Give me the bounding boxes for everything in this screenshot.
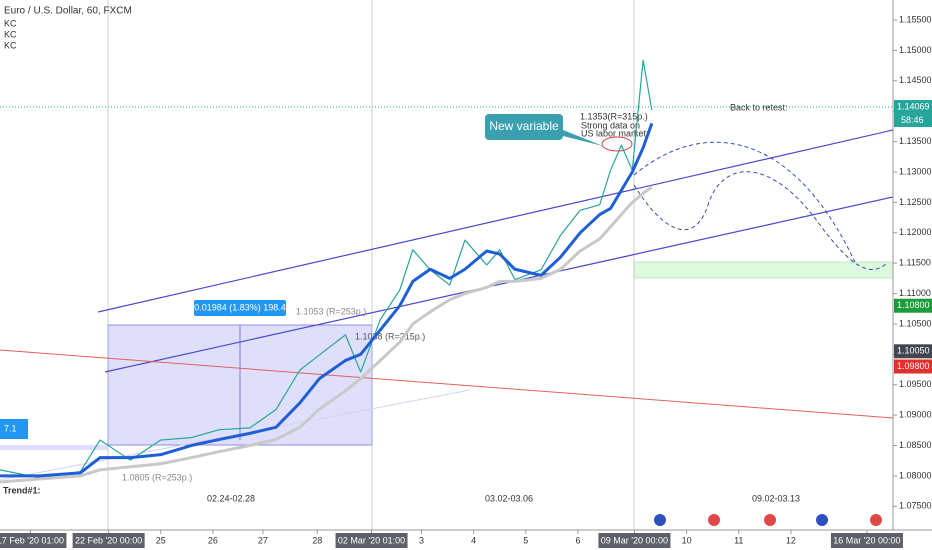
x-tick-label: 10 <box>682 535 692 545</box>
annotation: 1.0805 (R=253p.) <box>122 472 192 482</box>
countdown: 58:46 <box>901 115 924 125</box>
x-tick-label: 28 <box>312 535 322 545</box>
price-label: 1.10050 <box>897 346 930 356</box>
annotation: 1.1053 (R=253p.) <box>296 306 366 316</box>
annotation: Back to retest: <box>730 102 788 112</box>
indicator-label: KC <box>4 40 17 50</box>
event-icon <box>764 514 776 526</box>
indicator-label: KC <box>4 29 17 39</box>
annotation: 02.24-02.28 <box>207 493 255 503</box>
x-tick-label: 17 Feb '20 01:00 <box>0 535 64 545</box>
price-label-bg <box>894 100 932 115</box>
measure-tag-bg <box>0 419 28 439</box>
callout-text: New variable <box>489 119 559 133</box>
price-label: 1.14069 <box>897 101 930 111</box>
plot: New variable 1.1353(R=315p.) Strong data… <box>0 0 894 530</box>
annotation: 09.02-03.13 <box>752 493 800 503</box>
callout-pointer <box>563 130 603 146</box>
y-tick-label: 1.13000 <box>899 166 932 176</box>
event-icon <box>870 514 882 526</box>
annotation: 1.1353(R=315p.) <box>580 111 648 121</box>
price-label-bg <box>894 344 932 359</box>
measure-tag: 7.1 <box>4 423 17 433</box>
annotation: 03.02-03.06 <box>485 493 533 503</box>
target-zone <box>633 261 894 279</box>
x-tick-label: 16 Mar '20 00:00 <box>833 535 900 545</box>
x-tick-label: 27 <box>258 535 268 545</box>
price-axis-bg <box>893 0 932 550</box>
indicator-label: KC <box>4 18 17 28</box>
x-tick-label-bg <box>0 533 67 548</box>
series-line <box>0 122 654 478</box>
x-tick-label: 25 <box>156 535 166 545</box>
x-tick-label-bg <box>598 533 671 548</box>
x-tick-label-bg <box>335 533 408 548</box>
annotation: US labor market: <box>581 128 649 138</box>
highlight-circle <box>601 136 633 152</box>
price-label-bg <box>894 359 932 374</box>
y-tick-label: 1.12500 <box>899 197 932 207</box>
x-tick-label: 5 <box>523 535 528 545</box>
y-tick-label: 1.13500 <box>899 136 932 146</box>
y-tick-label: 1.15000 <box>899 45 932 55</box>
y-tick-label: 1.11500 <box>899 258 931 268</box>
event-icon <box>708 514 720 526</box>
projection-path <box>633 171 889 271</box>
price-label: 1.10800 <box>897 300 930 310</box>
x-tick-label: 11 <box>734 535 743 545</box>
channel-upper <box>97 129 894 313</box>
chart-title: Euro / U.S. Dollar, 60, FXCM <box>4 6 132 17</box>
y-tick-label: 1.09000 <box>899 410 932 420</box>
series-line <box>0 59 653 479</box>
y-tick-label: 1.10500 <box>899 318 932 328</box>
measure-label: 0.01984 (1.83%) 198.4 <box>194 302 286 312</box>
y-tick-label: 1.07500 <box>899 501 932 511</box>
x-tick-label: 22 Feb '20 00:00 <box>75 535 142 545</box>
trend-line <box>0 349 894 419</box>
series-line <box>0 185 653 484</box>
x-tick-label: 4 <box>471 535 476 545</box>
x-tick-label: 02 Mar '20 01:00 <box>338 535 405 545</box>
price-label-bg <box>894 298 932 313</box>
y-tick-label: 1.08500 <box>899 440 932 450</box>
y-tick-label: 1.11000 <box>899 288 931 298</box>
x-tick-label: 12 <box>786 535 796 545</box>
countdown-bg <box>894 114 932 128</box>
x-tick-label: 3 <box>419 535 424 545</box>
x-tick-label: 09 Mar '20 00:00 <box>601 535 668 545</box>
measure-label-bg <box>194 300 286 316</box>
annotation: Trend#1: <box>3 485 41 495</box>
x-tick-label-bg <box>830 533 903 548</box>
channel-lower <box>104 196 894 373</box>
x-tick-label-bg <box>72 533 145 548</box>
projection-path <box>633 141 856 263</box>
y-tick-label: 1.14500 <box>899 75 932 85</box>
price-label: 1.09800 <box>897 361 930 371</box>
event-icon <box>816 514 828 526</box>
y-tick-label: 1.12000 <box>899 227 932 237</box>
range-band <box>0 445 108 450</box>
y-tick-label: 1.15500 <box>899 14 932 24</box>
y-tick-label: 1.08000 <box>899 470 932 480</box>
x-tick-label: 6 <box>575 535 580 545</box>
y-tick-label: 1.09500 <box>899 379 932 389</box>
event-icon <box>654 514 666 526</box>
annotation: 1.1038 (R=315p.) <box>355 331 425 341</box>
annotation: Strong data on <box>581 120 640 130</box>
callout <box>485 114 563 140</box>
x-tick-label: 26 <box>208 535 218 545</box>
